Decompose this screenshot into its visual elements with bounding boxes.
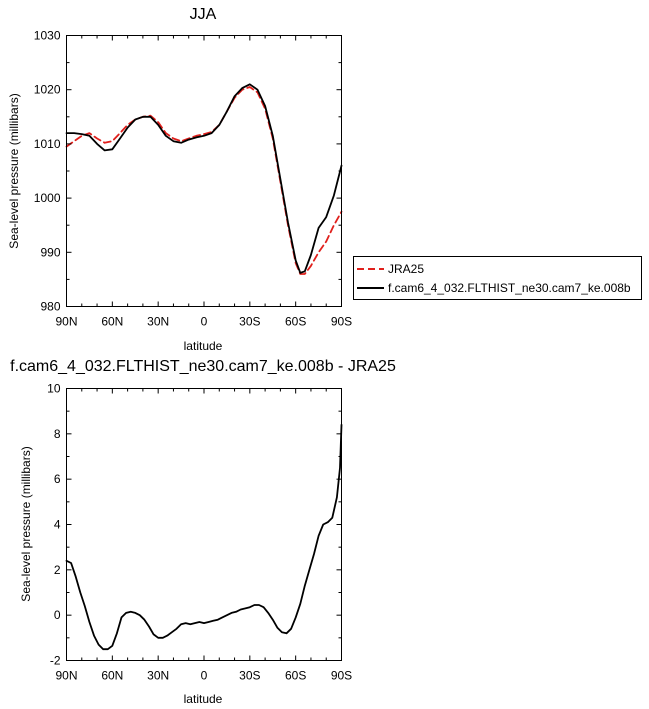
y-tick-label: 1010 [34,137,61,151]
plot-frame [66,35,342,307]
y-tick-label: 1000 [34,191,61,205]
legend-label-jra25: JRA25 [388,262,424,276]
y-axis-label: Sea-level pressure (millibars) [7,93,21,248]
y-tick-label: 4 [54,518,61,532]
x-tick-label: 90S [331,669,352,683]
plot-frame [66,388,342,661]
x-axis-label: latitude [184,692,223,706]
y-tick-label: 2 [54,563,61,577]
x-tick-label: 90S [331,315,352,329]
series-line-0 [65,86,343,275]
x-tick-label: 0 [201,315,208,329]
chart-title: JJA [190,6,217,23]
legend-box [353,256,642,300]
x-tick-label: 0 [201,669,208,683]
x-tick-label: 30N [147,669,169,683]
y-tick-label: 990 [40,245,60,259]
difference-chart: f.cam6_4_032.FLTHIST_ne30.cam7_ke.008b -… [10,358,396,706]
legend: JRA25 f.cam6_4_032.FLTHIST_ne30.cam7_ke.… [353,256,642,300]
y-tick-label: -2 [50,654,61,668]
legend-label-model: f.cam6_4_032.FLTHIST_ne30.cam7_ke.008b [388,281,631,295]
x-tick-label: 60N [101,315,123,329]
chart-title: f.cam6_4_032.FLTHIST_ne30.cam7_ke.008b -… [10,358,396,375]
series-line-1 [65,83,343,274]
y-tick-label: 8 [54,427,61,441]
x-tick-label: 30S [239,315,260,329]
y-tick-label: 980 [40,300,60,314]
x-tick-label: 60N [101,669,123,683]
y-tick-label: 10 [47,382,61,396]
y-tick-label: 1020 [34,83,61,97]
y-tick-label: 6 [54,472,61,486]
x-axis-label: latitude [184,339,223,353]
difference-line [65,423,343,651]
sea-level-pressure-chart: JJA 90N 60N 30N 0 30S 60S 90S 980 990 1000 1010 10… [7,6,642,353]
y-tick-label: 0 [54,608,61,622]
x-tick-label: 60S [285,669,306,683]
x-tick-label: 90N [55,315,77,329]
x-tick-label: 30N [147,315,169,329]
x-tick-label: 90N [55,669,77,683]
x-tick-label: 60S [285,315,306,329]
x-tick-label: 30S [239,669,260,683]
y-tick-label: 1030 [34,29,61,43]
y-axis-label: Sea-level pressure (millibars) [19,446,33,601]
